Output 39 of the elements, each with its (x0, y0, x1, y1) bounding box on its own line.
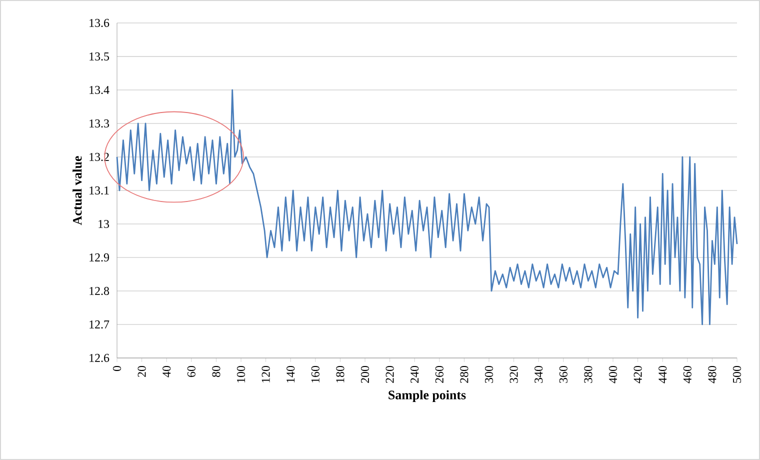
x-tick-label: 80 (212, 366, 220, 378)
y-tick-label: 13.6 (90, 18, 110, 28)
y-tick-label: 13.5 (90, 52, 110, 61)
x-tick-label: 480 (708, 366, 716, 384)
x-tick-label: 300 (484, 366, 494, 383)
x-tick-label: 40 (162, 366, 171, 378)
y-tick-label: 13.1 (90, 186, 109, 195)
x-tick-label: 260 (435, 366, 444, 383)
x-tick-label: 360 (559, 366, 568, 383)
y-tick-label: 13.3 (90, 119, 110, 128)
x-tick-label: 180 (336, 366, 344, 382)
x-tick-label: 380 (584, 366, 592, 383)
x-tick-label: 340 (534, 366, 543, 383)
x-tick-label: 440 (658, 366, 667, 384)
y-axis-title: Actual value (72, 156, 82, 226)
x-tick-label: 400 (608, 366, 618, 384)
x-tick-label: 20 (138, 366, 146, 377)
x-tick-label: 280 (460, 366, 468, 383)
x-tick-label: 240 (410, 366, 419, 383)
y-tick-label: 12.9 (90, 253, 109, 262)
x-tick-label: 140 (286, 366, 295, 382)
x-tick-label: 420 (634, 366, 642, 384)
x-tick-label: 160 (311, 366, 320, 382)
y-tick-label: 13.4 (90, 86, 110, 94)
y-tick-label: 13 (98, 220, 110, 228)
x-tick-label: 460 (683, 366, 692, 384)
x-axis-title: Sample points (388, 390, 466, 402)
x-tick-label: 0 (112, 366, 122, 372)
x-tick-label: 120 (262, 366, 270, 382)
y-tick-label: 12.7 (90, 320, 110, 329)
x-tick-label: 220 (386, 366, 394, 383)
y-tick-label: 12.8 (90, 286, 110, 296)
x-tick-label: 320 (510, 366, 518, 383)
y-tick-label: 13.2 (90, 152, 109, 162)
x-tick-label: 500 (732, 366, 742, 383)
x-tick-label: 200 (360, 366, 370, 383)
x-tick-label: 60 (187, 366, 196, 377)
y-tick-label: 12.6 (90, 354, 110, 362)
x-tick-label: 100 (236, 366, 246, 382)
